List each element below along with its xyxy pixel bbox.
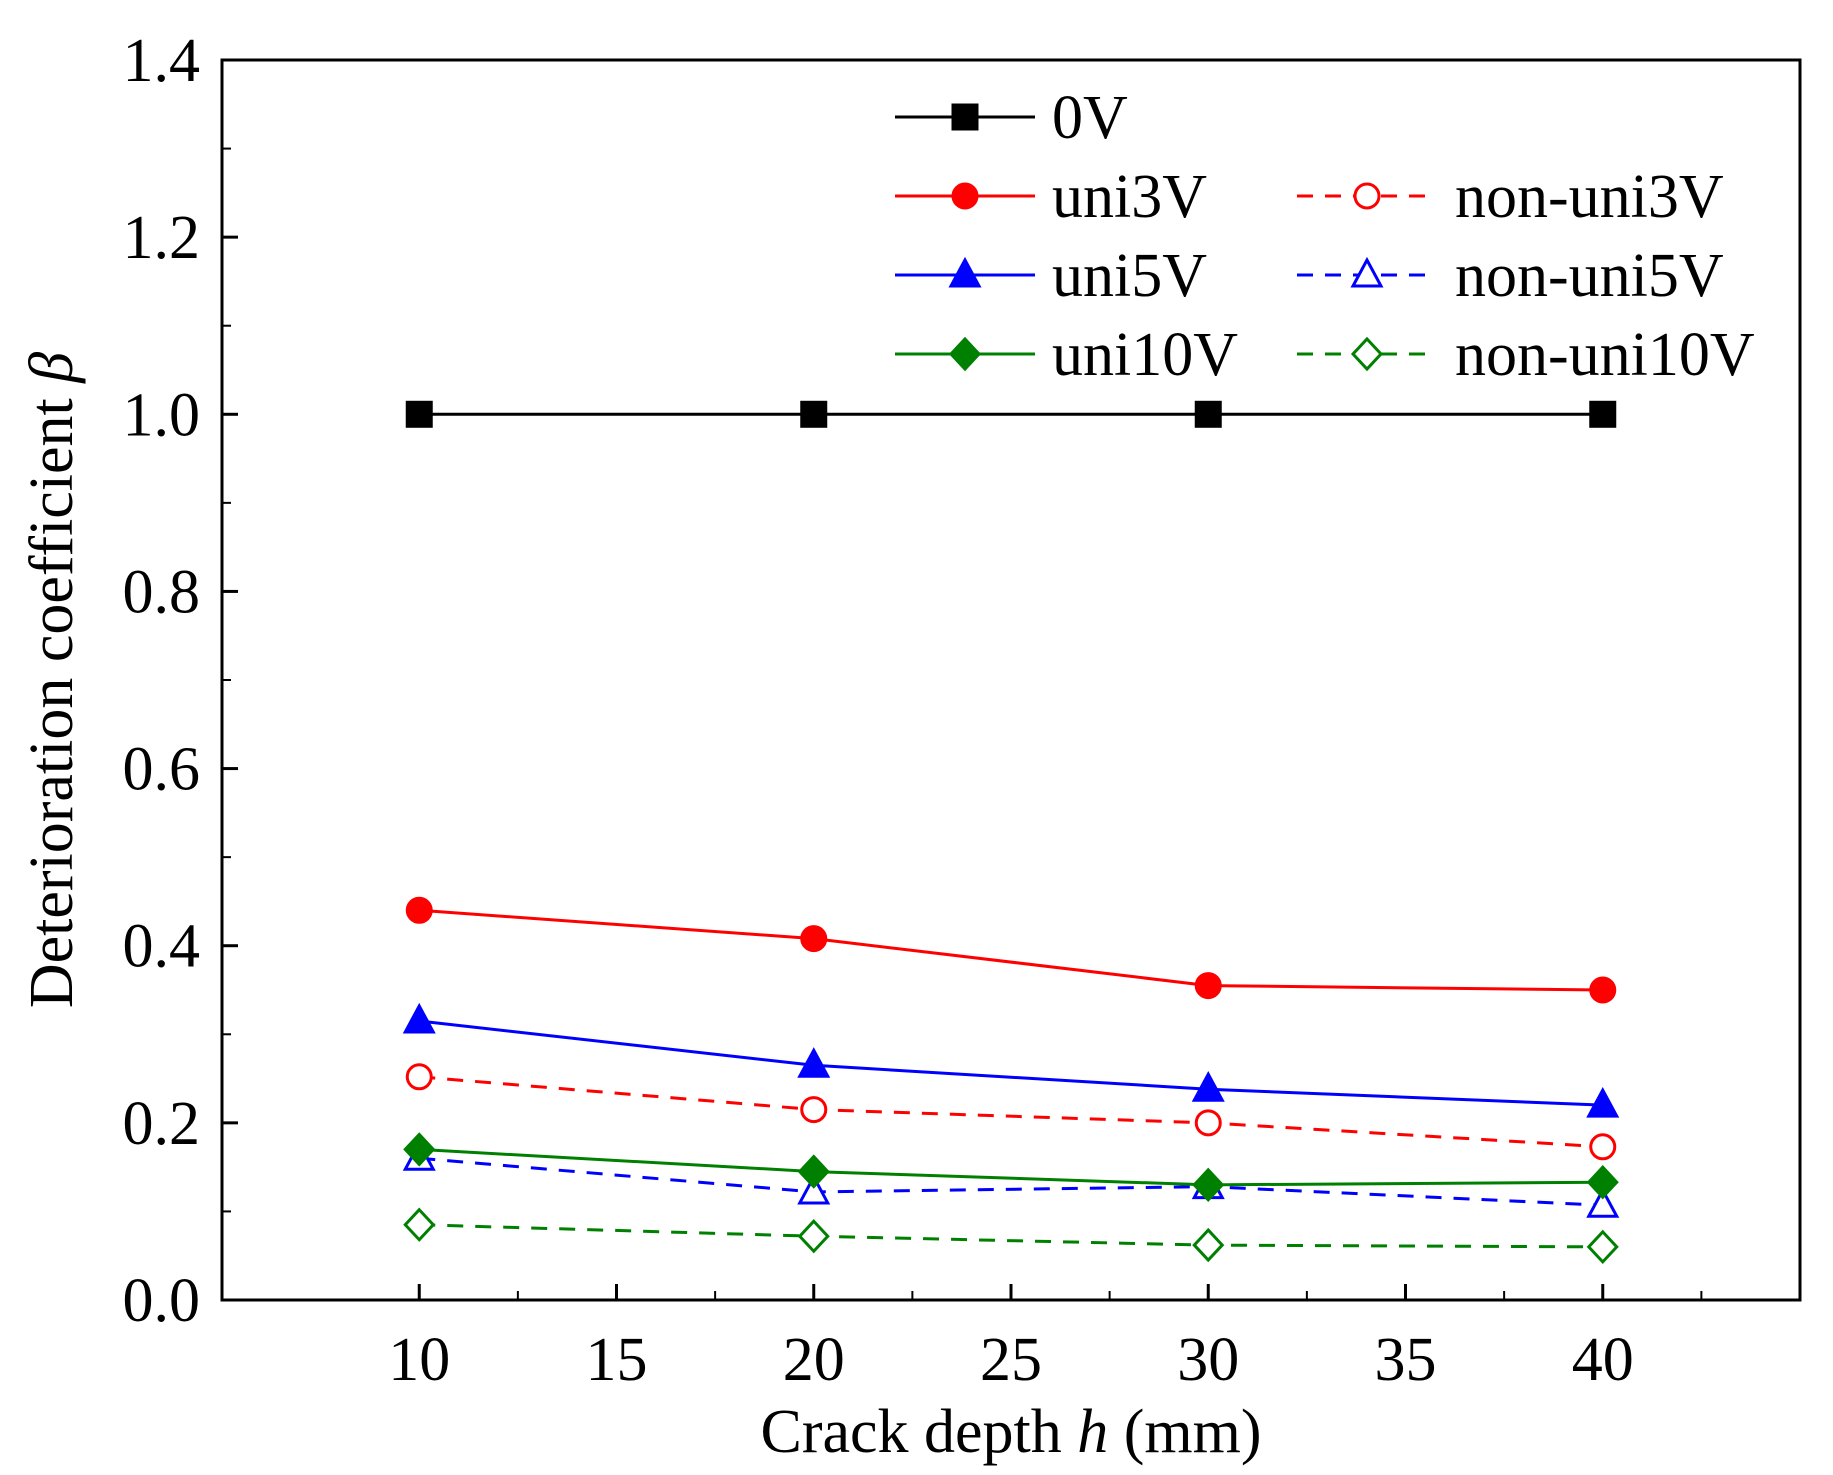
data-point-non-uni3v	[1589, 1133, 1617, 1161]
series-0v	[405, 400, 1617, 428]
legend-item-uni3v: uni3V	[895, 163, 1207, 231]
data-point-non-uni3v	[405, 1063, 433, 1091]
legend-marker-uni3v	[951, 182, 979, 210]
data-point-uni5v	[1191, 1071, 1225, 1102]
x-tick-label: 25	[980, 1326, 1042, 1394]
data-point-uni3v	[1589, 976, 1617, 1004]
legend-marker-uni10v	[948, 336, 982, 372]
legend: 0V uni3V uni5V uni10V non-uni3V non-uni5V non-…	[895, 84, 1755, 389]
series-line-uni3v	[419, 908, 1603, 992]
legend-item-non-uni3v: non-uni3V	[1297, 163, 1724, 231]
data-point-uni3v	[405, 896, 433, 924]
data-point-uni3v	[800, 925, 828, 953]
data-point-uni5v	[1586, 1086, 1620, 1118]
data-point-0v	[1589, 400, 1617, 428]
data-point-0v	[405, 400, 433, 428]
data-point-uni10v	[797, 1154, 830, 1189]
data-point-0v	[800, 400, 828, 428]
data-point-non-uni10v	[403, 1207, 436, 1242]
y-tick-label: 0.0	[123, 1267, 201, 1335]
data-point-non-uni5v	[1586, 1187, 1620, 1218]
series-non-uni10v	[403, 1207, 1619, 1265]
y-tick-label: 1.2	[123, 204, 201, 272]
data-point-non-uni10v	[1586, 1229, 1619, 1265]
y-tick-label: 0.6	[123, 736, 201, 804]
legend-marker-non-uni3v	[1353, 182, 1381, 210]
data-point-uni10v	[1586, 1165, 1619, 1200]
x-tick-label: 20	[783, 1326, 845, 1394]
legend-marker-non-uni10v	[1350, 336, 1384, 372]
legend-label-uni5v: uni5V	[1052, 242, 1207, 310]
x-tick-label: 35	[1375, 1326, 1437, 1394]
legend-item-non-uni5v: non-uni5V	[1297, 242, 1724, 310]
legend-label-uni3v: uni3V	[1052, 163, 1207, 231]
data-point-non-uni3v	[800, 1096, 828, 1124]
y-tick-label: 1.4	[123, 27, 201, 95]
y-tick-label: 0.8	[123, 558, 201, 626]
data-point-non-uni3v	[1194, 1109, 1222, 1137]
legend-label-non-uni10v: non-uni10V	[1455, 321, 1755, 389]
legend-marker-uni5v	[948, 256, 982, 288]
data-point-uni5v	[402, 1002, 436, 1034]
x-tick-label: 10	[388, 1326, 450, 1394]
legend-label-non-uni5v: non-uni5V	[1455, 242, 1724, 310]
data-point-uni3v	[1194, 972, 1222, 1000]
y-axis-label: Deterioration coefficient β	[18, 352, 86, 1008]
x-tick-label: 30	[1177, 1326, 1239, 1394]
x-axis-label: Crack depth h (mm)	[760, 1398, 1261, 1466]
data-point-0v	[1194, 400, 1222, 428]
y-tick-label: 1.0	[123, 381, 201, 449]
series-uni3v	[405, 896, 1617, 1004]
data-point-uni10v	[1192, 1167, 1225, 1203]
y-tick-label: 0.4	[123, 913, 201, 981]
x-tick-label: 15	[586, 1326, 648, 1394]
legend-label-non-uni3v: non-uni3V	[1455, 163, 1724, 231]
data-point-non-uni5v	[797, 1173, 831, 1205]
legend-marker-0v	[951, 103, 979, 131]
series-uni10v	[403, 1132, 1619, 1203]
legend-marker-non-uni5v	[1350, 256, 1384, 288]
data-point-non-uni10v	[797, 1219, 830, 1254]
series-non-uni5v	[402, 1140, 1620, 1218]
legend-label-0v: 0V	[1052, 84, 1128, 152]
legend-item-uni10v: uni10V	[895, 321, 1238, 389]
data-point-uni10v	[403, 1132, 436, 1167]
series-non-uni3v	[405, 1063, 1617, 1161]
legend-item-uni5v: uni5V	[895, 242, 1207, 310]
series-uni5v	[402, 1002, 1620, 1118]
series-line-uni5v	[419, 1019, 1603, 1107]
legend-item-0v: 0V	[895, 84, 1128, 152]
legend-item-non-uni10v: non-uni10V	[1297, 321, 1755, 389]
legend-label-uni10v: uni10V	[1052, 321, 1238, 389]
series-line-non-uni10v	[419, 1223, 1603, 1249]
series-line-uni10v	[419, 1147, 1603, 1187]
series-line-non-uni5v	[419, 1156, 1603, 1207]
data-point-non-uni10v	[1192, 1227, 1225, 1263]
y-tick-label: 0.2	[123, 1090, 201, 1158]
data-point-uni5v	[797, 1047, 831, 1078]
x-tick-label: 40	[1572, 1326, 1634, 1394]
series-line-non-uni3v	[419, 1075, 1603, 1149]
